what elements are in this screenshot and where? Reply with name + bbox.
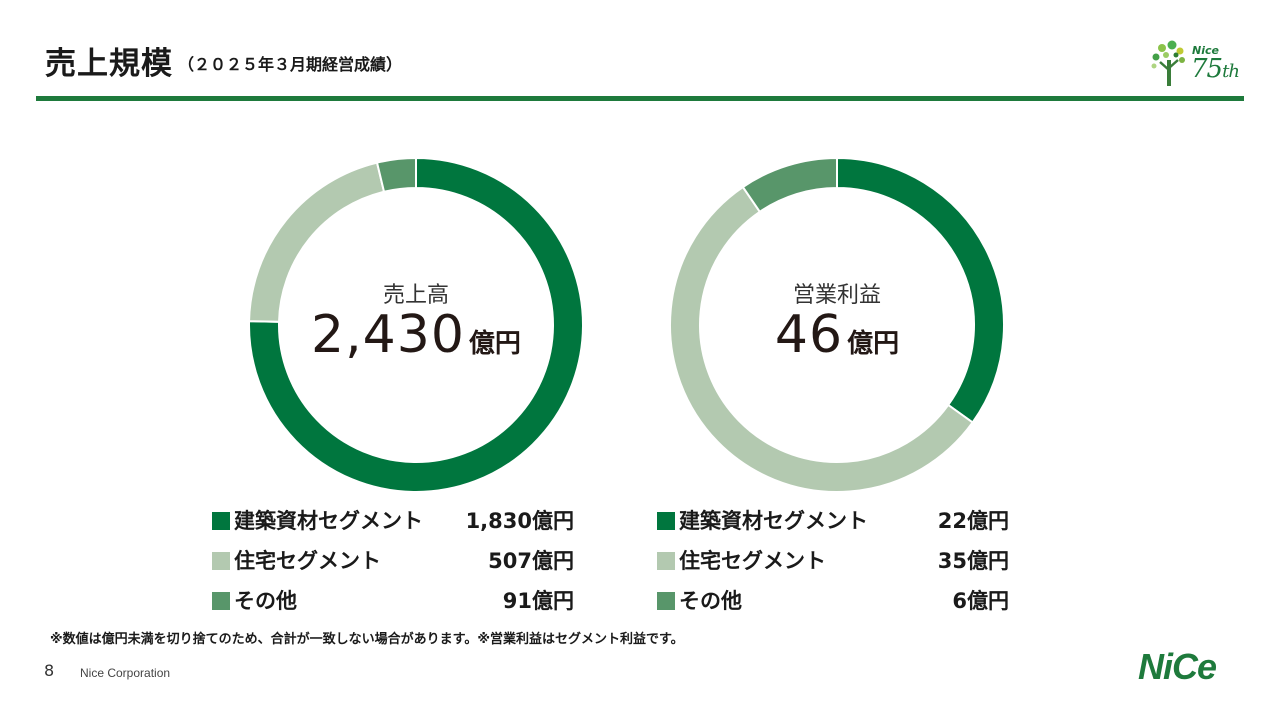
sales-total-value: 2,430 bbox=[311, 305, 465, 365]
profit-total-unit: 億円 bbox=[847, 329, 900, 359]
legend-value: 22億円 bbox=[937, 509, 1009, 533]
logo-brand-text: Nice bbox=[1192, 44, 1219, 57]
legend-swatch bbox=[212, 592, 230, 610]
page-subtitle: （２０２５年３月期経営成績） bbox=[178, 55, 403, 74]
legend-label: 住宅セグメント bbox=[679, 549, 826, 573]
legend-swatch bbox=[657, 512, 675, 530]
legend-label: 住宅セグメント bbox=[234, 549, 381, 573]
legend-value: 507億円 bbox=[488, 549, 574, 573]
legend-item: 住宅セグメント 507億円 bbox=[212, 545, 574, 585]
profit-donut-chart: 営業利益 46 億円 bbox=[667, 155, 1007, 495]
profit-chart-title: 営業利益 bbox=[792, 283, 881, 308]
donut-slice-3 bbox=[741, 156, 838, 214]
page-number: 8 bbox=[44, 661, 55, 680]
sales-donut-svg bbox=[248, 156, 584, 493]
profit-legend: 建築資材セグメント 22億円 住宅セグメント 35億円 その他 6億円 bbox=[657, 505, 1009, 625]
company-name: Nice Corporation bbox=[80, 666, 171, 680]
legend-item: その他 6億円 bbox=[657, 585, 1009, 625]
legend-value: 35億円 bbox=[937, 549, 1009, 573]
legend-item: 建築資材セグメント 22億円 bbox=[657, 505, 1009, 545]
legend-value: 91億円 bbox=[502, 589, 574, 613]
donut-slice-2 bbox=[669, 185, 974, 493]
footnote: ※数値は億円未満を切り捨てのため、合計が一致しない場合があります。※営業利益はセ… bbox=[50, 632, 684, 647]
legend-label: 建築資材セグメント bbox=[679, 509, 868, 533]
profit-total: 46 億円 bbox=[667, 305, 1007, 365]
sales-donut-chart: 売上高 2,430 億円 bbox=[246, 155, 586, 495]
legend-item: 建築資材セグメント 1,830億円 bbox=[212, 505, 574, 545]
legend-label: その他 bbox=[234, 589, 297, 613]
sales-legend: 建築資材セグメント 1,830億円 住宅セグメント 507億円 その他 91億円 bbox=[212, 505, 574, 625]
tree-75th-logo-icon bbox=[1151, 40, 1185, 86]
legend-swatch bbox=[212, 552, 230, 570]
legend-swatch bbox=[657, 552, 675, 570]
donut-slice-1 bbox=[248, 156, 584, 493]
header-rule bbox=[36, 96, 1244, 101]
nice-logo: NiCe bbox=[1138, 646, 1217, 687]
legend-swatch bbox=[657, 592, 675, 610]
legend-swatch bbox=[212, 512, 230, 530]
sales-total-unit: 億円 bbox=[468, 329, 521, 359]
sales-total: 2,430 億円 bbox=[246, 305, 586, 365]
legend-label: 建築資材セグメント bbox=[234, 509, 423, 533]
donut-slice-3 bbox=[375, 156, 417, 193]
legend-item: その他 91億円 bbox=[212, 585, 574, 625]
legend-value: 6億円 bbox=[952, 589, 1009, 613]
logo-anniversary-text: 75th bbox=[1191, 54, 1240, 84]
profit-total-value: 46 bbox=[774, 305, 844, 365]
legend-item: 住宅セグメント 35億円 bbox=[657, 545, 1009, 585]
legend-value: 1,830億円 bbox=[465, 509, 574, 533]
page-title: 売上規模 bbox=[45, 46, 173, 82]
sales-chart-title: 売上高 bbox=[382, 283, 449, 308]
profit-donut-svg bbox=[669, 156, 1005, 493]
legend-label: その他 bbox=[679, 589, 742, 613]
